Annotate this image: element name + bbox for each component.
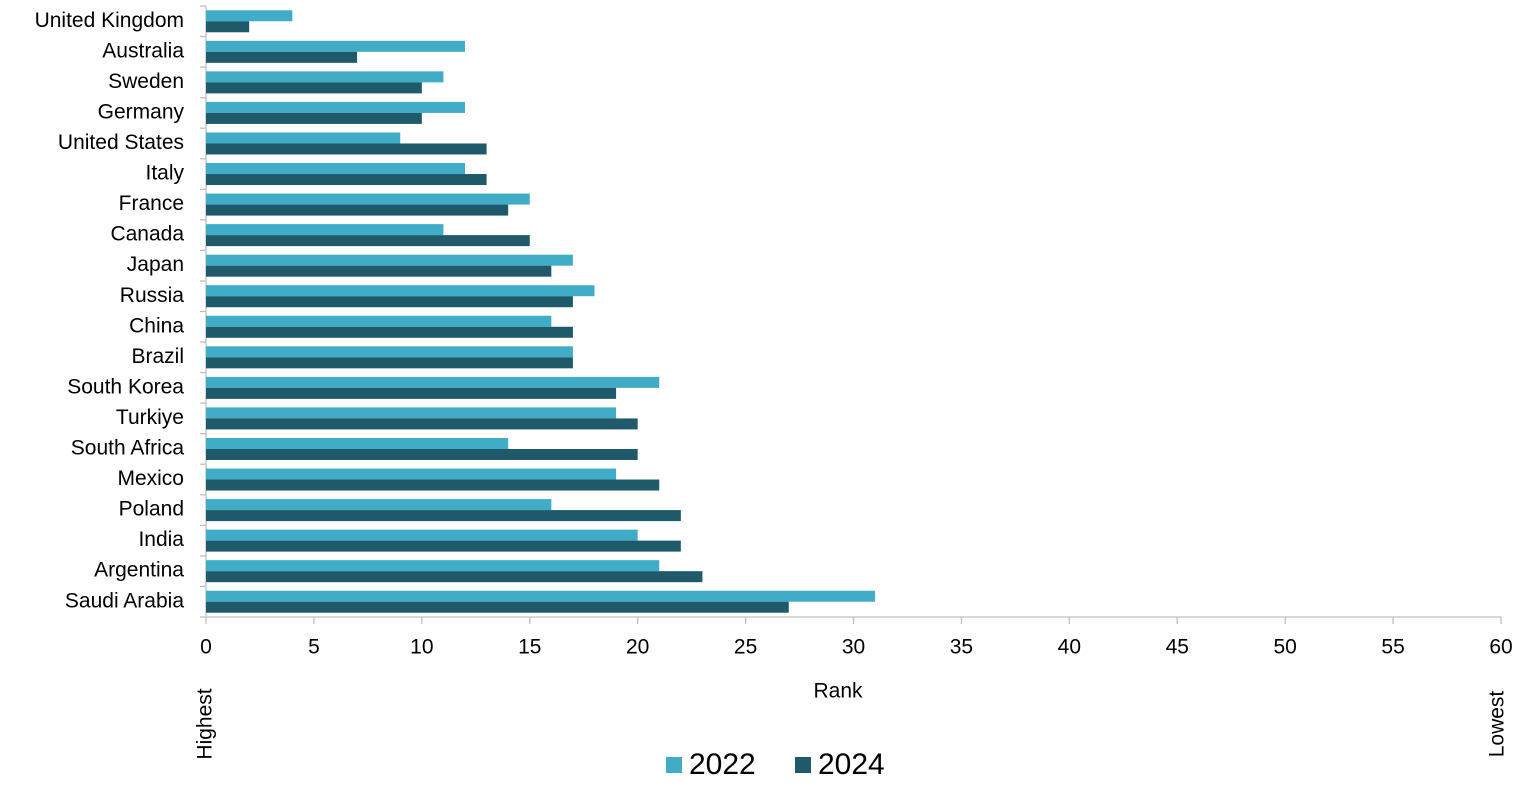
y-tick-label: United Kingdom — [35, 9, 184, 32]
y-tick-label: Argentina — [94, 559, 184, 582]
bar — [206, 296, 573, 308]
bar — [206, 235, 530, 247]
bar — [206, 560, 660, 572]
y-tick-label: United States — [58, 131, 184, 154]
bar — [206, 51, 358, 63]
bar — [206, 387, 617, 399]
x-tick-label: 15 — [518, 636, 541, 659]
x-tick-label: 50 — [1273, 636, 1296, 659]
bar — [206, 499, 552, 511]
bar — [206, 590, 876, 602]
y-tick-label: Mexico — [117, 467, 184, 490]
x-tick-label: 40 — [1058, 636, 1081, 659]
x-tick-label: 0 — [200, 636, 212, 659]
bar — [206, 82, 422, 94]
x-tick-label: 5 — [308, 636, 320, 659]
y-tick-label: Canada — [110, 223, 184, 246]
y-tick-label: South Korea — [67, 375, 184, 398]
legend-label: 2022 — [689, 748, 756, 781]
y-tick-label: Turkiye — [116, 406, 184, 429]
x-axis-label: Rank — [813, 680, 863, 703]
bar — [206, 132, 401, 144]
x-tick-label: 20 — [626, 636, 649, 659]
bar — [206, 10, 293, 22]
bar — [206, 529, 638, 541]
bar — [206, 101, 465, 113]
bar — [206, 163, 465, 175]
annotation: Lowest — [1486, 691, 1509, 758]
y-tick-label: China — [129, 314, 184, 337]
y-tick-label: France — [119, 192, 184, 215]
x-tick-label: 55 — [1381, 636, 1404, 659]
bar — [206, 315, 552, 327]
x-tick-label: 35 — [950, 636, 973, 659]
y-tick-label: India — [138, 528, 184, 551]
bar — [206, 143, 487, 155]
bar — [206, 193, 530, 205]
bar — [206, 204, 509, 216]
legend-swatch — [795, 757, 811, 773]
y-tick-label: Australia — [102, 39, 184, 62]
bar — [206, 326, 573, 338]
bar — [206, 448, 638, 460]
y-tick-label: Brazil — [131, 345, 184, 368]
legend-swatch — [666, 757, 682, 773]
y-tick-label: Russia — [120, 284, 185, 307]
x-tick-label: 60 — [1489, 636, 1512, 659]
x-tick-label: 25 — [734, 636, 757, 659]
y-tick-label: Italy — [145, 162, 184, 185]
bar — [206, 510, 681, 522]
bar — [206, 346, 573, 358]
y-tick-label: Germany — [98, 100, 185, 123]
x-tick-label: 45 — [1166, 636, 1189, 659]
bar — [206, 174, 487, 186]
bar — [206, 21, 250, 33]
bar — [206, 40, 465, 52]
legend-label: 2024 — [818, 748, 885, 781]
x-tick-label: 10 — [410, 636, 433, 659]
bar — [206, 71, 444, 83]
annotation: Highest — [194, 688, 217, 759]
bar — [206, 540, 681, 552]
y-tick-label: Japan — [127, 253, 184, 276]
bar — [206, 468, 617, 480]
x-tick-label: 30 — [842, 636, 865, 659]
y-tick-label: Poland — [119, 498, 184, 521]
bar — [206, 571, 703, 583]
bar — [206, 407, 617, 419]
bar — [206, 254, 573, 266]
bar — [206, 601, 789, 613]
bar — [206, 224, 444, 236]
bar — [206, 285, 595, 297]
bar — [206, 479, 660, 491]
y-tick-label: South Africa — [71, 437, 185, 460]
bar — [206, 418, 638, 430]
bar — [206, 376, 660, 388]
y-tick-label: Saudi Arabia — [65, 589, 184, 612]
bar — [206, 265, 552, 277]
bar — [206, 357, 573, 369]
bar — [206, 112, 422, 124]
y-tick-label: Sweden — [108, 70, 184, 93]
bar — [206, 437, 509, 449]
